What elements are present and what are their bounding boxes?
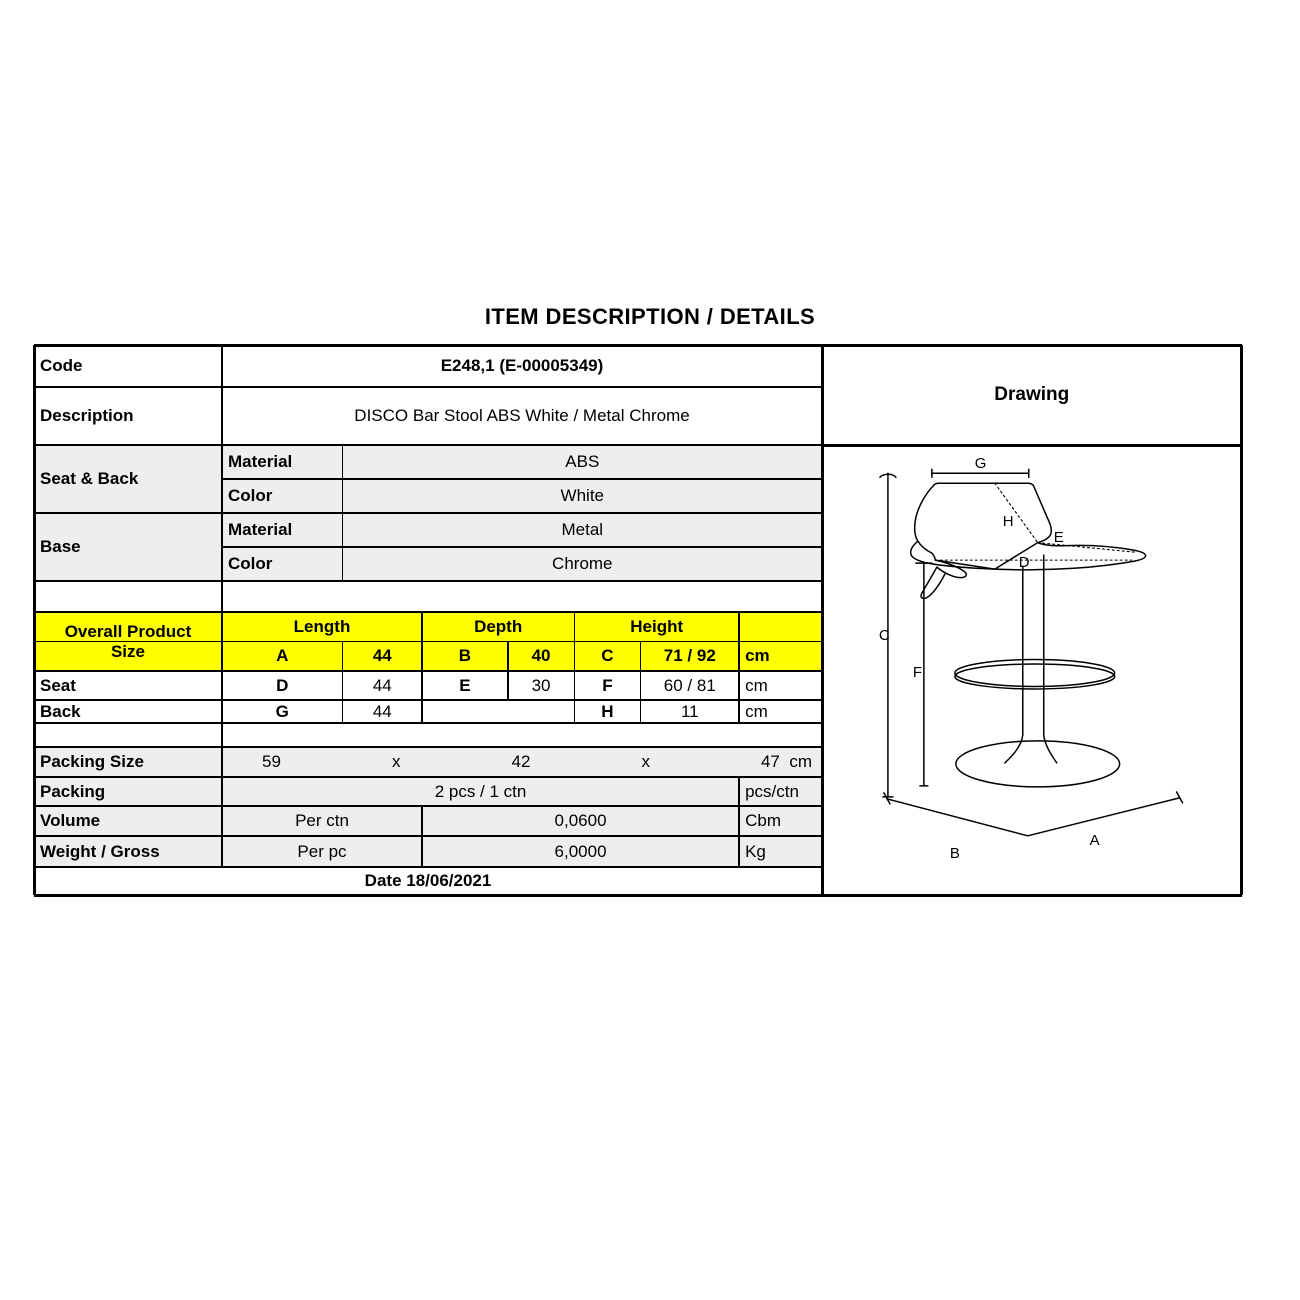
svg-text:E: E [1054,529,1064,546]
svg-text:H: H [1003,513,1014,530]
svg-text:F: F [913,664,922,681]
svg-text:A: A [1090,832,1100,849]
svg-text:D: D [1019,554,1030,571]
svg-text:G: G [975,455,987,472]
svg-text:B: B [950,845,960,862]
svg-text:C: C [879,627,890,644]
